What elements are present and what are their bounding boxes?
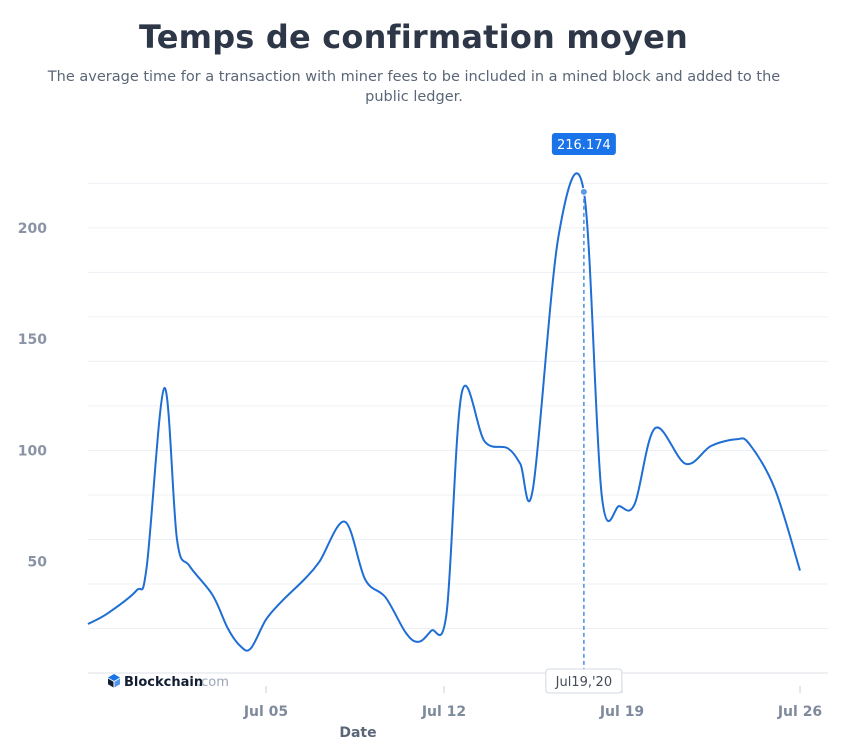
chart-subtitle: The average time for a transaction with … [47,69,781,105]
x-tick-label: Jul 26 [777,704,822,720]
tooltip-date-box [545,668,623,694]
x-tick-label: Jul 12 [421,704,466,720]
series-line [87,172,801,652]
y-tick-label: 150 [18,332,47,348]
tooltip-value-box [551,133,616,155]
blockchain-logo-suffix: .com [197,675,229,690]
highlight-point [579,187,588,196]
crosshair: 216.174 Jul19,'20 [545,133,623,694]
x-axis-label: Date [339,725,376,741]
y-axis: 50 100 150 200 [18,221,47,571]
chart-title: Temps de confirmation moyen [138,18,689,56]
tooltip-date: Jul19,'20 [555,675,612,690]
blockchain-logo-text: Blockchain [124,675,203,690]
x-axis: Jul 05 Jul 12 Jul 19 Jul 26 [243,686,822,720]
x-tick-label: Jul 05 [243,704,288,720]
series-layer [87,172,801,652]
y-tick-label: 200 [18,221,47,237]
tooltip-value: 216.174 [557,138,611,153]
blockchain-logo-icon [108,674,120,688]
blockchain-logo: Blockchain .com [108,674,229,690]
y-tick-label: 100 [18,443,47,459]
y-tick-label: 50 [28,555,48,571]
x-tick-label: Jul 19 [599,704,644,720]
